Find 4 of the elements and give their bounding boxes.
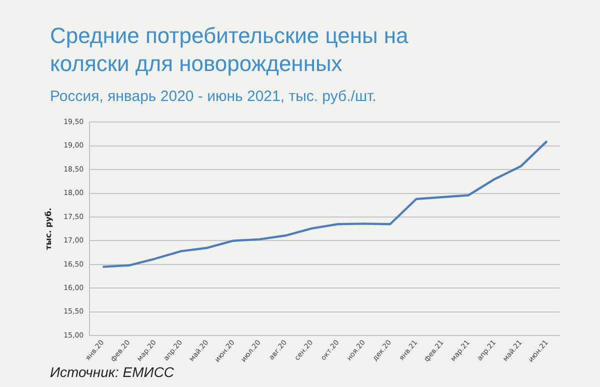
- y-axis-title: тыс. руб.: [44, 208, 53, 250]
- chart-subtitle: Россия, январь 2020 - июнь 2021, тыс. руб./шт.: [50, 88, 376, 105]
- text: Источник: ЕМИСС: [50, 364, 174, 380]
- chart-title: Средние потребительские цены на коляски для новорожденных: [50, 22, 410, 78]
